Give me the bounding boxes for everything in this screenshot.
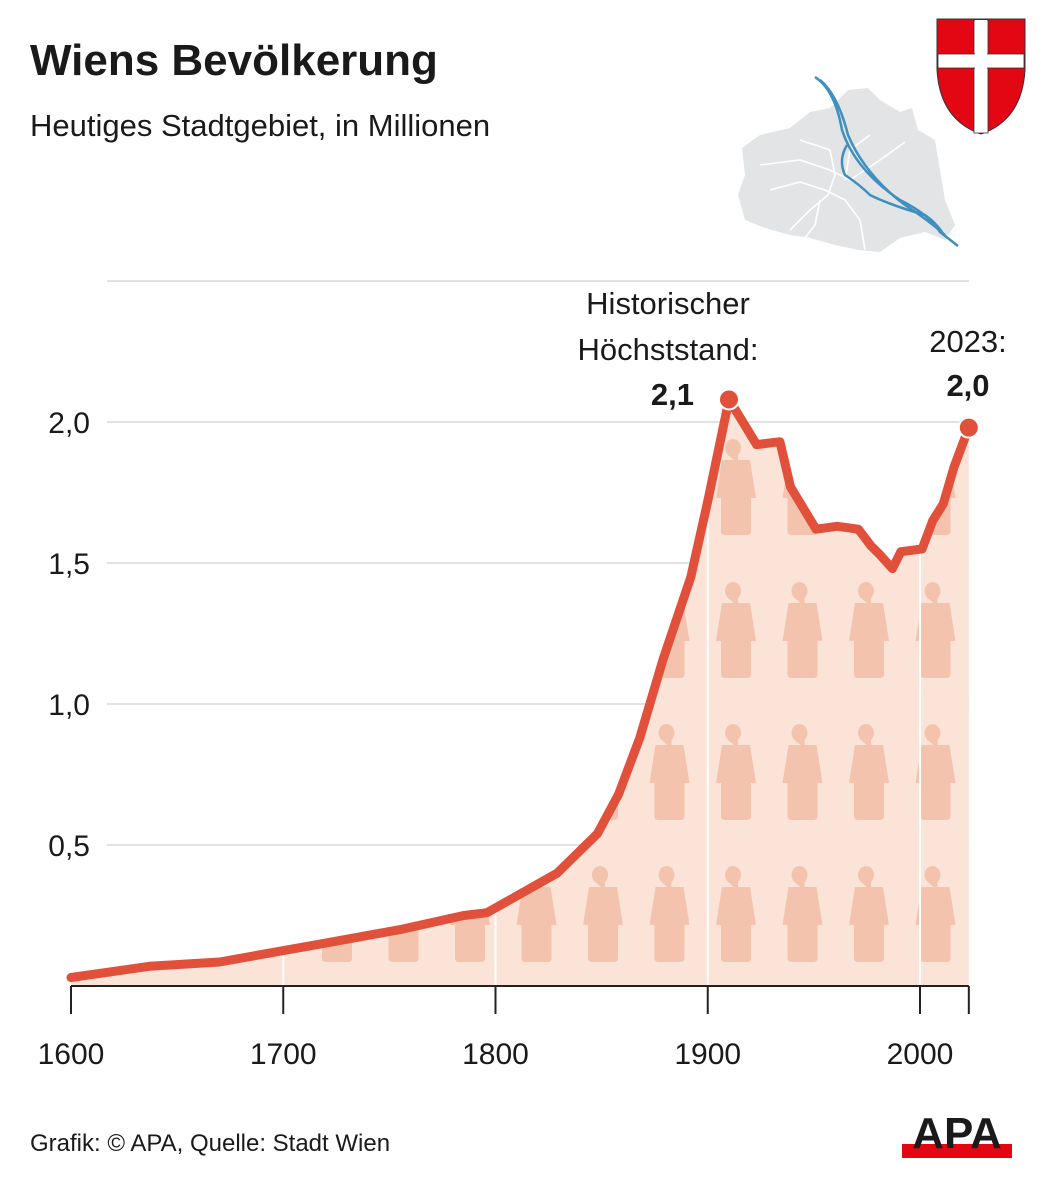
series-line — [66, 394, 974, 982]
annotation-peak-line1: Historischer — [586, 286, 750, 321]
person-icon — [649, 865, 690, 962]
peak-point — [717, 388, 740, 411]
person-icon — [450, 723, 490, 820]
x-tick-label: 2000 — [887, 1038, 954, 1071]
person-icon — [516, 723, 557, 820]
person-icon — [849, 581, 889, 678]
person-icon — [716, 723, 756, 820]
annotation-end-line1: 2023: — [929, 324, 1007, 359]
chart-subtitle: Heutiges Stadtgebiet, in Millionen — [30, 108, 491, 143]
person-icon — [383, 723, 424, 820]
person-icon — [383, 581, 424, 678]
person-icon — [317, 438, 357, 535]
person-icon — [716, 438, 756, 535]
person-icon — [516, 438, 557, 535]
vienna-coat-of-arms-icon — [936, 18, 1026, 135]
y-tick-label: 1,0 — [48, 689, 90, 722]
person-icon — [849, 438, 889, 535]
person-icon — [450, 438, 490, 535]
apa-logo-text: APA — [912, 1109, 1002, 1158]
person-icon — [915, 581, 956, 678]
annotation-peak-line2: Höchststand: — [578, 332, 759, 367]
person-icon — [782, 581, 823, 678]
person-icon — [583, 438, 623, 535]
area-fill — [71, 399, 969, 986]
chart-title: Wiens Bevölkerung — [30, 36, 438, 85]
person-icon — [649, 438, 690, 535]
source-credit: Grafik: © APA, Quelle: Stadt Wien — [30, 1130, 391, 1157]
person-icon — [383, 438, 424, 535]
person-icon — [849, 865, 889, 962]
person-icon — [782, 865, 823, 962]
person-icon — [716, 581, 756, 678]
x-tick-label: 1900 — [674, 1038, 741, 1071]
person-icon — [317, 581, 357, 678]
apa-logo: APA — [902, 1109, 1012, 1158]
y-tick-label: 2,0 — [48, 407, 90, 440]
person-icon — [849, 723, 889, 820]
person-icon — [716, 865, 756, 962]
x-tick-label: 1800 — [462, 1038, 529, 1071]
person-icon — [915, 723, 956, 820]
person-icon — [317, 723, 357, 820]
end-point — [957, 416, 980, 439]
person-icon — [583, 581, 623, 678]
y-tick-label: 0,5 — [48, 830, 90, 863]
y-tick-label: 1,5 — [48, 548, 90, 581]
annotation-peak-value: 2,1 — [651, 377, 694, 412]
person-icon — [450, 581, 490, 678]
annotation-end-value: 2,0 — [946, 368, 989, 403]
person-icon — [782, 723, 823, 820]
river-danube — [814, 75, 959, 247]
vienna-map-icon — [738, 75, 959, 252]
person-icon — [915, 865, 956, 962]
person-icon — [383, 865, 424, 962]
person-icon — [516, 581, 557, 678]
person-icon — [649, 723, 690, 820]
x-tick-label: 1700 — [250, 1038, 317, 1071]
x-tick-label: 1600 — [38, 1038, 105, 1071]
person-icon — [583, 865, 623, 962]
